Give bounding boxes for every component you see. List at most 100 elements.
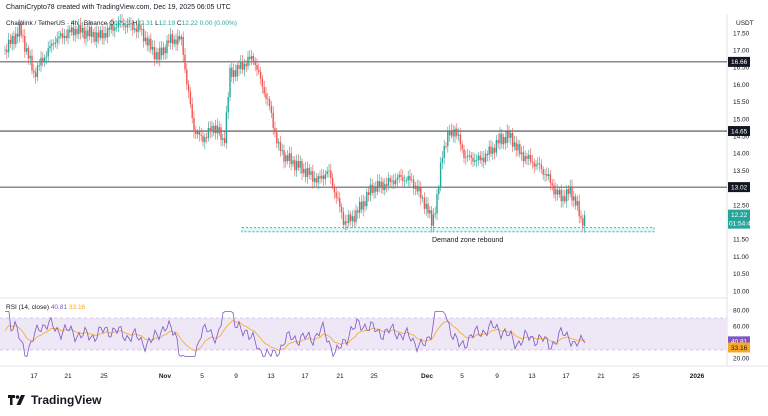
- candle-body: [501, 133, 503, 145]
- candle-body: [524, 156, 526, 162]
- candle-body: [281, 150, 283, 152]
- candle-body: [189, 91, 192, 105]
- candle-body: [508, 131, 510, 138]
- candle-body: [123, 22, 125, 27]
- candle-body: [70, 27, 73, 33]
- candle-body: [38, 65, 40, 67]
- candle-body: [582, 218, 584, 226]
- candle-body: [177, 36, 179, 45]
- currency-unit[interactable]: USDT: [736, 20, 754, 27]
- candle-body: [420, 187, 422, 199]
- candle-body: [459, 134, 462, 145]
- candle-body: [583, 215, 586, 226]
- candle-body: [191, 104, 193, 119]
- candle-body: [405, 180, 408, 182]
- candle-body: [108, 27, 111, 30]
- candle-body: [360, 201, 363, 210]
- price-tick-label: 10.50: [733, 271, 750, 278]
- candle-body: [52, 43, 55, 45]
- candle-body: [578, 201, 580, 217]
- demand-zone-box[interactable]: [241, 226, 655, 233]
- candle-body: [393, 180, 395, 185]
- candle-body: [313, 178, 316, 182]
- candle-body: [180, 36, 183, 40]
- time-tick-label: 21: [64, 373, 72, 380]
- symbol-name[interactable]: Chainlink / TetherUS · 4h · Binance: [6, 20, 108, 27]
- candle-body: [472, 157, 474, 162]
- candle-body: [564, 196, 566, 202]
- candle-body: [238, 65, 240, 69]
- candle-body: [130, 23, 132, 25]
- candle-body: [133, 28, 136, 30]
- candle-body: [171, 34, 174, 44]
- rsi-tick-label: 60.00: [733, 323, 750, 330]
- candle-body: [468, 155, 471, 157]
- candle-body: [277, 142, 280, 144]
- candle-body: [101, 30, 103, 39]
- candle-body: [6, 49, 8, 53]
- candle-body: [299, 161, 301, 168]
- candle-body: [40, 57, 42, 66]
- candle-body: [322, 175, 325, 180]
- candle-body: [443, 145, 445, 158]
- candle-body: [76, 28, 78, 35]
- candle-body: [427, 203, 429, 214]
- candle-body: [88, 26, 91, 37]
- tradingview-logo[interactable]: TradingView: [8, 393, 101, 407]
- candle-body: [60, 33, 62, 37]
- candle-body: [391, 180, 393, 182]
- candle-body: [326, 171, 328, 175]
- candle-body: [285, 155, 287, 162]
- candle-body: [439, 162, 442, 188]
- symbol-legend[interactable]: Chainlink / TetherUS · 4h · Binance O 12.…: [6, 20, 237, 27]
- candle-body: [225, 112, 228, 144]
- rsi-title[interactable]: RSI (14, close): [6, 304, 49, 311]
- candle-body: [205, 137, 208, 138]
- candle-body: [371, 184, 373, 193]
- candle-body: [461, 144, 463, 150]
- candle-body: [378, 181, 381, 187]
- candle-body: [202, 135, 204, 143]
- candle-body: [195, 131, 197, 135]
- candle-body: [565, 189, 568, 202]
- candle-body: [69, 29, 71, 33]
- candle-body: [58, 36, 60, 39]
- high-value: 12.31: [137, 20, 154, 27]
- candle-body: [54, 42, 57, 45]
- candle-body: [94, 32, 96, 42]
- candle-body: [132, 23, 134, 30]
- candle-body: [486, 153, 489, 155]
- price-tick-label: 14.00: [733, 151, 750, 158]
- candle-body: [295, 160, 298, 171]
- candle-body: [294, 160, 296, 171]
- candle-body: [184, 54, 186, 70]
- candle-body: [222, 138, 224, 140]
- candle-body: [573, 196, 575, 201]
- candle-body: [367, 192, 370, 196]
- candle-body: [56, 38, 58, 43]
- candle-body: [16, 33, 19, 37]
- candle-body: [504, 137, 507, 144]
- candle-body: [553, 185, 555, 195]
- open-label: O: [109, 20, 115, 27]
- rsi-tick-label: 80.00: [733, 307, 750, 314]
- candle-body: [47, 48, 49, 57]
- time-tick-label: 17: [562, 373, 570, 380]
- candle-body: [178, 36, 181, 40]
- candle-body: [380, 181, 382, 187]
- candle-body: [423, 197, 426, 209]
- candle-body: [204, 137, 206, 143]
- price-tick-label: 13.50: [733, 168, 750, 175]
- candle-body: [317, 176, 319, 183]
- candle-body: [112, 24, 114, 31]
- candle-body: [135, 28, 138, 32]
- candle-body: [531, 161, 534, 163]
- candle-body: [450, 129, 453, 136]
- candle-body: [452, 129, 454, 137]
- time-tick-label: Nov: [159, 373, 172, 380]
- candle-body: [220, 127, 222, 140]
- rsi-legend[interactable]: RSI (14, close) 40.81 33.16: [6, 304, 85, 311]
- candle-body: [250, 55, 253, 60]
